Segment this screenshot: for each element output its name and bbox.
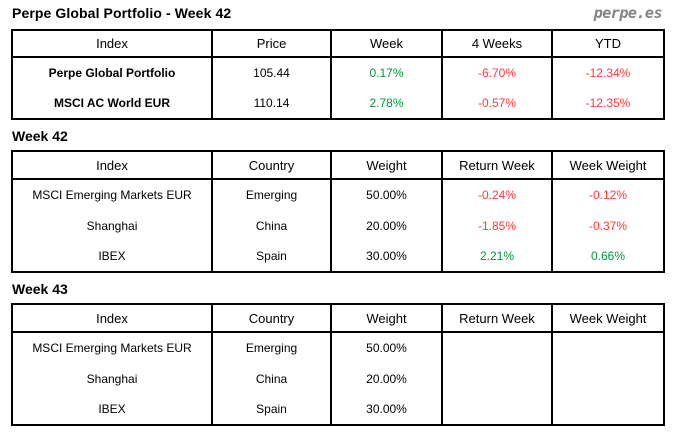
table-row: MSCI Emerging Markets EUR Emerging 50.00… [12, 179, 664, 210]
index-name-cell: Shanghai [86, 218, 138, 233]
index-name-cell: Perpe Global Portfolio [48, 66, 176, 80]
4weeks-return-cell: -6.70% [441, 57, 552, 88]
return-week-cell [441, 332, 552, 363]
country-cell: Emerging [211, 332, 331, 363]
index-name-cell: MSCI AC World EUR [54, 96, 170, 110]
week42-header-row: Index Country Weight Return Week Week We… [12, 151, 664, 180]
index-name-cell: MSCI Emerging Markets EUR [32, 188, 192, 202]
return-week-cell: -0.24% [441, 179, 552, 210]
week43-header-weight: Weight [330, 304, 442, 333]
week42-header-country: Country [211, 151, 331, 180]
week-return-cell: 0.17% [330, 57, 442, 88]
report-page: Perpe Global Portfolio - Week 42 perpe.e… [11, 4, 665, 426]
weight-cell: 20.00% [330, 210, 442, 241]
week42-header-weight: Weight [330, 151, 442, 180]
summary-header-4weeks: 4 Weeks [441, 30, 552, 58]
index-name-cell: IBEX [98, 249, 126, 263]
week-weight-cell: -0.37% [551, 210, 664, 241]
perpe-logo[interactable]: perpe.es [593, 4, 663, 22]
week-weight-cell [551, 394, 664, 425]
week43-header-country: Country [211, 304, 331, 333]
weight-cell: 50.00% [330, 332, 442, 363]
week43-header-index: Index [12, 304, 212, 333]
week43-heading: Week 43 [12, 281, 68, 297]
country-cell: China [211, 210, 331, 241]
week-weight-cell [551, 332, 664, 363]
weight-cell: 30.00% [330, 394, 442, 425]
price-cell: 105.44 [211, 57, 331, 88]
table-row: IBEX Spain 30.00% 2.21% 0.66% [12, 241, 664, 272]
summary-header-ytd: YTD [551, 30, 664, 58]
week43-header-return-week: Return Week [441, 304, 552, 333]
table-row: Shanghai China 20.00% -1.85% -0.37% [12, 210, 664, 241]
ytd-return-cell: -12.35% [551, 88, 664, 119]
weight-cell: 20.00% [330, 363, 442, 394]
week43-header-row: Index Country Weight Return Week Week We… [12, 304, 664, 333]
week-weight-cell [551, 363, 664, 394]
week-return-cell: 2.78% [330, 88, 442, 119]
summary-header-price: Price [211, 30, 331, 58]
week42-header-week-weight: Week Weight [551, 151, 664, 180]
summary-header-row: Index Price Week 4 Weeks YTD [12, 30, 664, 58]
week-weight-cell: 0.66% [551, 241, 664, 272]
week42-table: Index Country Weight Return Week Week We… [11, 150, 665, 273]
weight-cell: 30.00% [330, 241, 442, 272]
return-week-cell [441, 394, 552, 425]
summary-header-index: Index [12, 30, 212, 58]
week42-header-return-week: Return Week [441, 151, 552, 180]
return-week-cell: 2.21% [441, 241, 552, 272]
week43-table: Index Country Weight Return Week Week We… [11, 303, 665, 426]
index-name-cell: MSCI Emerging Markets EUR [32, 341, 192, 355]
ytd-return-cell: -12.34% [551, 57, 664, 88]
return-week-cell: -1.85% [441, 210, 552, 241]
table-row: Perpe Global Portfolio 105.44 0.17% -6.7… [12, 57, 664, 88]
index-name-cell: IBEX [98, 402, 126, 416]
price-cell: 110.14 [211, 88, 331, 119]
week43-header-week-weight: Week Weight [551, 304, 664, 333]
summary-header-week: Week [330, 30, 442, 58]
table-row: MSCI AC World EUR 110.14 2.78% -0.57% -1… [12, 88, 664, 119]
4weeks-return-cell: -0.57% [441, 88, 552, 119]
page-title: Perpe Global Portfolio - Week 42 [12, 5, 232, 21]
country-cell: China [211, 363, 331, 394]
weight-cell: 50.00% [330, 179, 442, 210]
index-name-cell: Shanghai [86, 371, 138, 386]
return-week-cell [441, 363, 552, 394]
country-cell: Emerging [211, 179, 331, 210]
country-cell: Spain [211, 394, 331, 425]
week42-header-index: Index [12, 151, 212, 180]
table-row: IBEX Spain 30.00% [12, 394, 664, 425]
table-row: Shanghai China 20.00% [12, 363, 664, 394]
table-row: MSCI Emerging Markets EUR Emerging 50.00… [12, 332, 664, 363]
country-cell: Spain [211, 241, 331, 272]
week-weight-cell: -0.12% [551, 179, 664, 210]
titlebar: Perpe Global Portfolio - Week 42 perpe.e… [12, 4, 663, 22]
portfolio-summary-table: Index Price Week 4 Weeks YTD Perpe Globa… [11, 29, 665, 120]
week42-heading: Week 42 [12, 128, 68, 144]
